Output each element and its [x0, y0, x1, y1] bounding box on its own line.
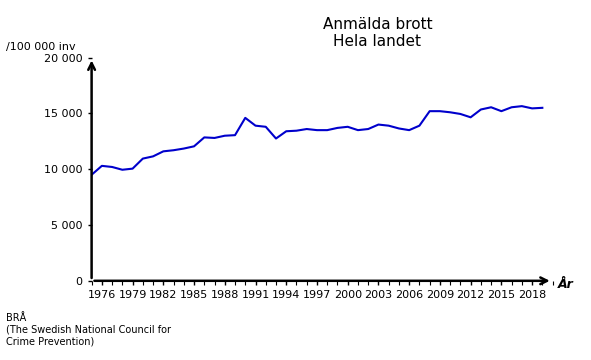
- Text: BRÅ
(The Swedish National Council for
Crime Prevention): BRÅ (The Swedish National Council for Cr…: [6, 313, 171, 346]
- Title: Anmälda brott
Hela landet: Anmälda brott Hela landet: [323, 17, 432, 49]
- Text: /100 000 inv: /100 000 inv: [6, 42, 76, 52]
- Text: År: År: [558, 278, 573, 291]
